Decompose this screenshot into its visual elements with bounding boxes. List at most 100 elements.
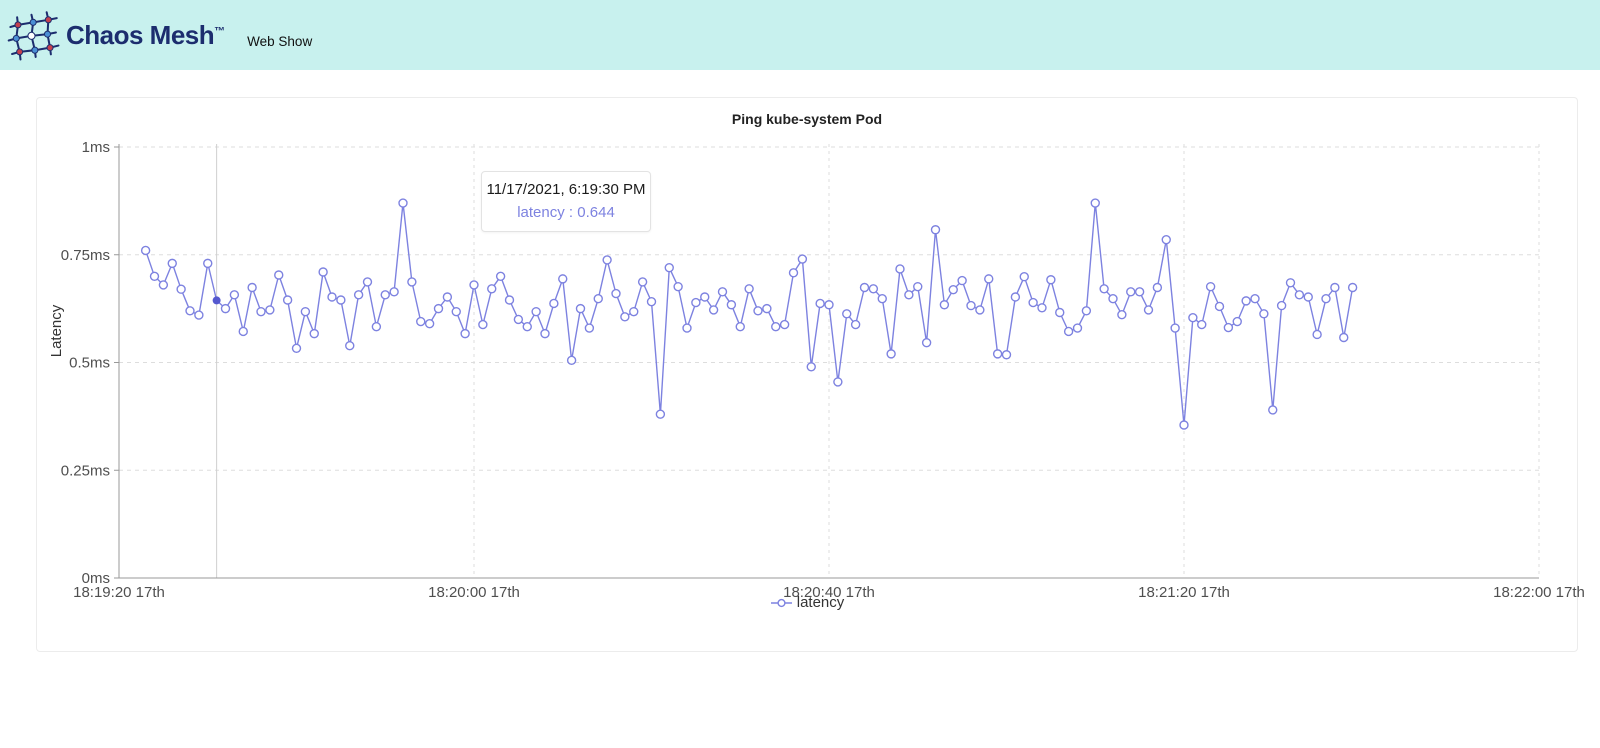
data-point[interactable]: [984, 274, 994, 284]
data-point[interactable]: [1152, 282, 1163, 293]
data-point[interactable]: [238, 326, 248, 337]
data-point[interactable]: [1143, 305, 1154, 315]
data-point[interactable]: [513, 314, 524, 325]
data-point[interactable]: [1205, 281, 1216, 292]
data-point[interactable]: [176, 284, 186, 294]
data-point[interactable]: [1188, 312, 1198, 323]
data-point[interactable]: [549, 298, 559, 309]
data-point[interactable]: [1046, 275, 1056, 285]
latency-line-chart[interactable]: 0ms 0.25ms 0.5ms 0.75ms 1ms 18:19:20 17th 18:2…: [37, 98, 1597, 613]
data-point[interactable]: [762, 303, 772, 314]
data-point[interactable]: [921, 337, 932, 348]
data-point[interactable]: [1161, 234, 1171, 245]
data-point[interactable]: [806, 362, 816, 372]
data-point[interactable]: [726, 300, 737, 310]
data-point[interactable]: [407, 277, 417, 287]
data-point[interactable]: [247, 282, 257, 293]
data-point[interactable]: [779, 319, 790, 330]
data-point[interactable]: [1117, 309, 1127, 320]
data-point[interactable]: [700, 292, 710, 302]
data-point[interactable]: [194, 310, 204, 320]
data-point[interactable]: [1268, 405, 1278, 415]
data-point[interactable]: [575, 303, 586, 314]
data-point[interactable]: [1259, 309, 1269, 319]
data-point[interactable]: [442, 292, 453, 302]
data-point[interactable]: [566, 355, 577, 366]
data-point[interactable]: [584, 323, 595, 333]
data-point[interactable]: [611, 288, 621, 299]
data-point[interactable]: [629, 306, 639, 317]
data-point[interactable]: [416, 316, 426, 327]
data-point[interactable]: [771, 322, 781, 332]
data-point[interactable]: [1108, 294, 1118, 304]
data-point[interactable]: [1099, 284, 1109, 294]
data-point[interactable]: [682, 323, 692, 333]
data-point[interactable]: [895, 264, 905, 274]
data-point[interactable]: [815, 298, 825, 309]
data-point[interactable]: [735, 322, 745, 332]
data-point[interactable]: [1214, 301, 1225, 312]
data-point[interactable]: [1081, 306, 1092, 316]
data-point[interactable]: [300, 306, 311, 317]
data-point[interactable]: [167, 258, 177, 269]
data-point[interactable]: [433, 303, 444, 314]
data-point[interactable]: [691, 297, 701, 308]
data-point[interactable]: [469, 280, 479, 290]
data-point[interactable]: [1037, 303, 1047, 313]
data-point[interactable]: [1019, 272, 1029, 282]
data-point[interactable]: [957, 275, 967, 286]
data-point[interactable]: [1126, 287, 1136, 297]
data-point[interactable]: [291, 343, 302, 353]
data-point[interactable]: [930, 225, 941, 235]
data-point[interactable]: [1232, 316, 1242, 327]
data-point[interactable]: [380, 290, 390, 300]
data-point[interactable]: [797, 254, 808, 264]
data-point[interactable]: [1241, 296, 1251, 306]
data-point[interactable]: [673, 281, 683, 292]
data-point[interactable]: [753, 306, 763, 316]
data-point[interactable]: [256, 306, 266, 317]
data-point[interactable]: [487, 284, 497, 294]
data-point[interactable]: [1179, 420, 1189, 430]
data-point[interactable]: [1170, 323, 1180, 333]
data-point[interactable]: [1276, 300, 1287, 311]
data-point[interactable]: [336, 295, 346, 305]
data-point[interactable]: [646, 297, 657, 307]
data-point[interactable]: [904, 290, 914, 300]
data-point[interactable]: [140, 245, 151, 256]
data-point[interactable]: [1347, 282, 1358, 293]
data-point[interactable]: [495, 271, 506, 282]
data-point[interactable]: [1303, 292, 1313, 302]
data-point[interactable]: [877, 294, 887, 304]
data-point[interactable]: [1285, 278, 1296, 288]
data-point[interactable]: [274, 270, 284, 280]
data-point[interactable]: [220, 303, 231, 314]
data-point[interactable]: [620, 312, 630, 322]
data-point[interactable]: [327, 292, 337, 302]
data-point[interactable]: [1321, 294, 1331, 304]
data-point[interactable]: [229, 290, 240, 300]
data-point[interactable]: [1055, 307, 1065, 318]
data-point[interactable]: [602, 255, 612, 265]
hovered-data-point[interactable]: [212, 296, 221, 305]
data-point[interactable]: [362, 277, 373, 287]
data-point[interactable]: [1134, 287, 1145, 297]
data-point[interactable]: [353, 290, 364, 300]
data-point[interactable]: [398, 198, 408, 208]
data-point[interactable]: [203, 258, 213, 269]
data-point[interactable]: [1197, 319, 1207, 330]
data-point[interactable]: [992, 349, 1003, 359]
data-point[interactable]: [265, 305, 275, 315]
data-point[interactable]: [655, 409, 666, 419]
data-point[interactable]: [948, 284, 958, 295]
data-point[interactable]: [558, 274, 568, 284]
data-point[interactable]: [637, 277, 648, 287]
data-point[interactable]: [149, 271, 160, 282]
data-point[interactable]: [966, 300, 976, 311]
data-point[interactable]: [850, 319, 861, 330]
data-point[interactable]: [859, 282, 870, 293]
data-point[interactable]: [158, 280, 169, 290]
data-point[interactable]: [1063, 326, 1074, 337]
data-point[interactable]: [744, 284, 754, 294]
data-point[interactable]: [478, 319, 488, 330]
